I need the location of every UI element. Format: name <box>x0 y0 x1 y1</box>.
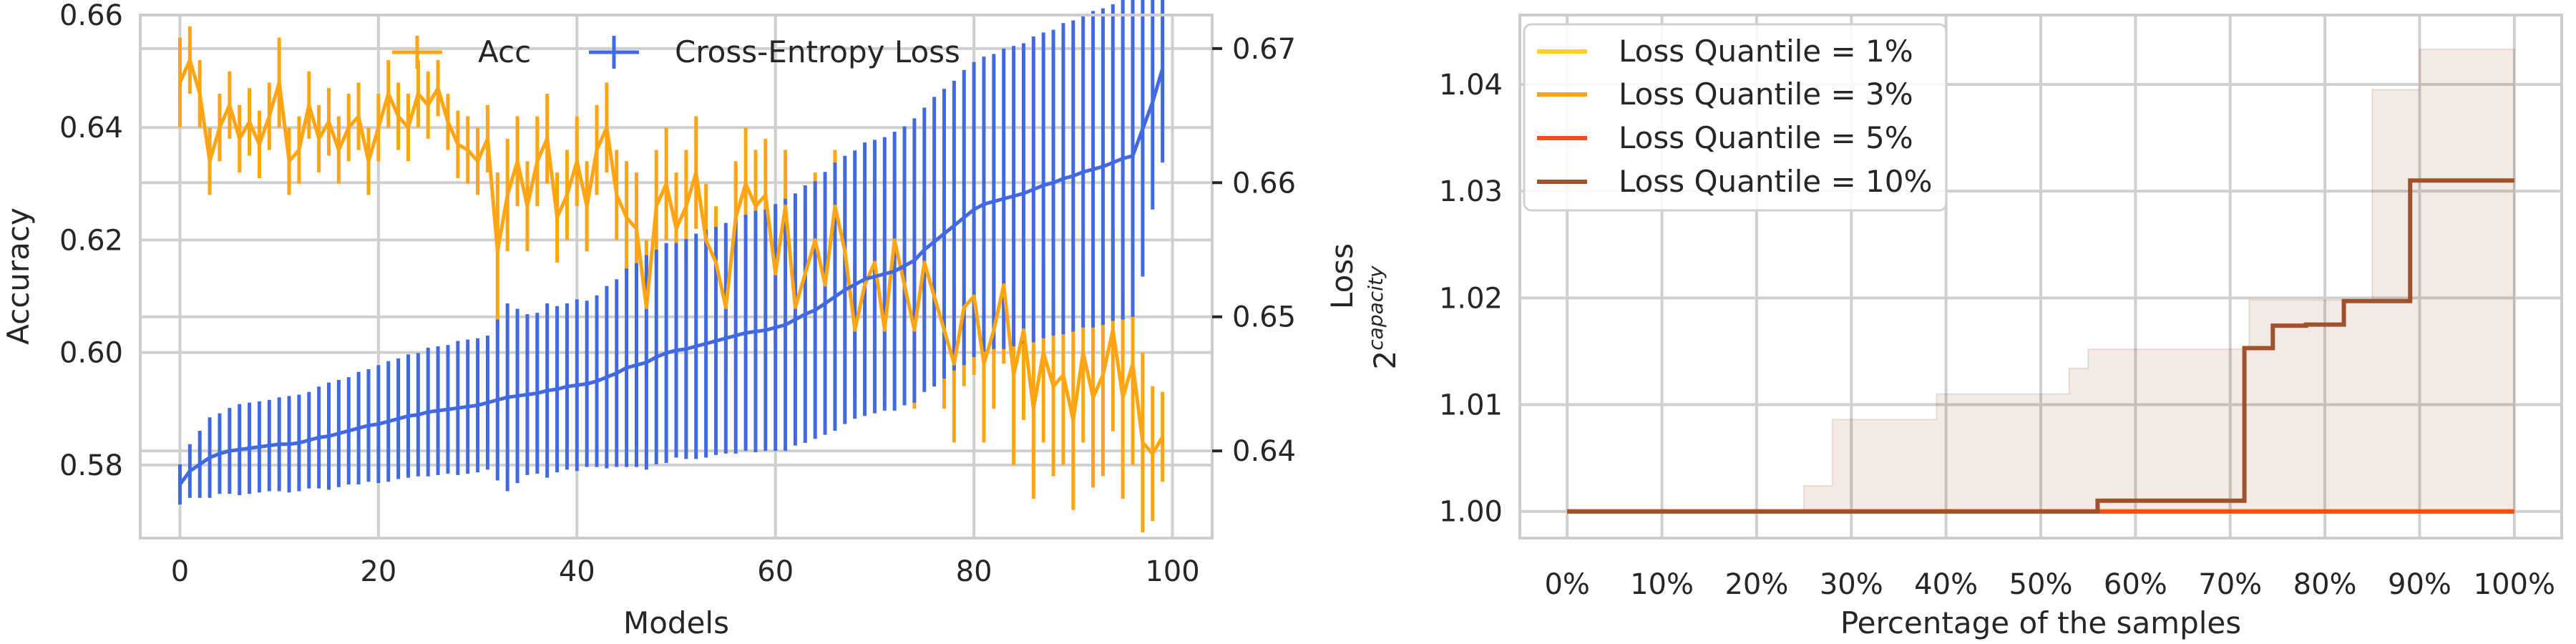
percentage-x-tick-label: 50% <box>2009 568 2073 601</box>
percentage-x-tick-label: 60% <box>2104 568 2167 601</box>
percentage-x-tick-label: 0% <box>1544 568 1589 601</box>
loss-y-tick-label: 0.64 <box>1232 435 1296 468</box>
percentage-x-tick-label: 20% <box>1724 568 1788 601</box>
models-x-ticks: 0 20 40 60 80 100 <box>171 555 1200 588</box>
capacity-frame <box>1518 14 2563 540</box>
capacity-y-ticks: 1.00 1.01 1.02 1.03 1.04 <box>1439 69 1503 529</box>
loss-y-tick-label: 0.66 <box>1232 167 1296 200</box>
accuracy-y-tick-label: 0.60 <box>59 337 123 370</box>
models-x-tick-label: 40 <box>559 555 595 588</box>
capacity-legend-box <box>1523 23 1948 212</box>
accuracy-y-ticks: 0.58 0.60 0.62 0.64 0.66 <box>59 0 123 482</box>
capacity-y-tick-label: 1.00 <box>1439 496 1503 529</box>
models-x-tick-label: 100 <box>1145 555 1199 588</box>
legend-acc-label: Acc <box>478 34 531 69</box>
capacity-legend: Loss Quantile = 1% Loss Quantile = 3% Lo… <box>1523 23 1948 212</box>
percentage-x-tick-label: 70% <box>2198 568 2262 601</box>
capacity-chart: 0% 10% 20% 30% 40% 50% 60% 70% 80% 90% 100% 1.001.… <box>1364 14 2563 640</box>
accuracy-loss-lines <box>178 58 1164 486</box>
capacity-y-label-base: 2 <box>1367 351 1402 370</box>
percentage-x-tick-label: 100% <box>2474 568 2555 601</box>
loss-y-tick-label: 0.67 <box>1232 33 1296 66</box>
capacity-step-lines <box>1567 178 2514 514</box>
capacity-y-label: 2capacity <box>1364 265 1402 369</box>
percentage-x-tick-label: 10% <box>1630 568 1694 601</box>
legend-q3-label: Loss Quantile = 3% <box>1619 77 1913 112</box>
accuracy-loss-legend: Acc Cross-Entropy Loss <box>392 34 960 69</box>
accuracy-y-tick-label: 0.62 <box>59 224 123 257</box>
svg-text:2capacity: 2capacity <box>1364 265 1402 369</box>
percentage-x-label: Percentage of the samples <box>1840 605 2241 640</box>
percentage-x-ticks: 0% 10% 20% 30% 40% 50% 60% 70% 80% 90% 100% <box>1544 568 2555 601</box>
models-x-label: Models <box>623 605 729 640</box>
models-x-tick-label: 20 <box>360 555 396 588</box>
capacity-y-tick-label: 1.03 <box>1439 175 1503 208</box>
capacity-y-tick-label: 1.04 <box>1439 69 1503 102</box>
legend-q1-label: Loss Quantile = 1% <box>1619 34 1913 69</box>
legend-q5-label: Loss Quantile = 5% <box>1619 120 1913 155</box>
accuracy-loss-frame <box>139 14 1214 540</box>
percentage-x-tick-label: 90% <box>2388 568 2451 601</box>
percentage-x-tick-label: 80% <box>2293 568 2357 601</box>
capacity-q10-step-line <box>1567 178 2514 514</box>
accuracy-y-tick-label: 0.64 <box>59 112 123 145</box>
legend-q10-label: Loss Quantile = 10% <box>1619 164 1932 199</box>
loss-series-line <box>178 68 1164 486</box>
loss-y-ticks: 0.64 0.65 0.66 0.67 <box>1212 33 1296 468</box>
accuracy-y-tick-label: 0.58 <box>59 449 123 482</box>
percentage-x-tick-label: 40% <box>1914 568 1978 601</box>
loss-y-label: Loss <box>1324 243 1360 309</box>
legend-loss-label: Cross-Entropy Loss <box>675 34 960 69</box>
capacity-y-label-exponent: capacity <box>1364 265 1387 351</box>
accuracy-loss-chart: 0 20 40 60 80 100 0.580.600.620.640.66 0.640.… <box>1 0 1360 640</box>
loss-y-tick-label: 0.65 <box>1232 301 1296 334</box>
models-x-tick-label: 80 <box>956 555 992 588</box>
percentage-x-tick-label: 30% <box>1820 568 1883 601</box>
models-x-tick-label: 0 <box>171 555 189 588</box>
models-x-tick-label: 60 <box>757 555 794 588</box>
accuracy-y-label: Accuracy <box>1 208 36 345</box>
accuracy-y-tick-label: 0.66 <box>59 0 123 32</box>
capacity-y-tick-label: 1.02 <box>1439 282 1503 315</box>
acc-series-line <box>178 58 1164 456</box>
capacity-y-tick-label: 1.01 <box>1439 389 1503 422</box>
